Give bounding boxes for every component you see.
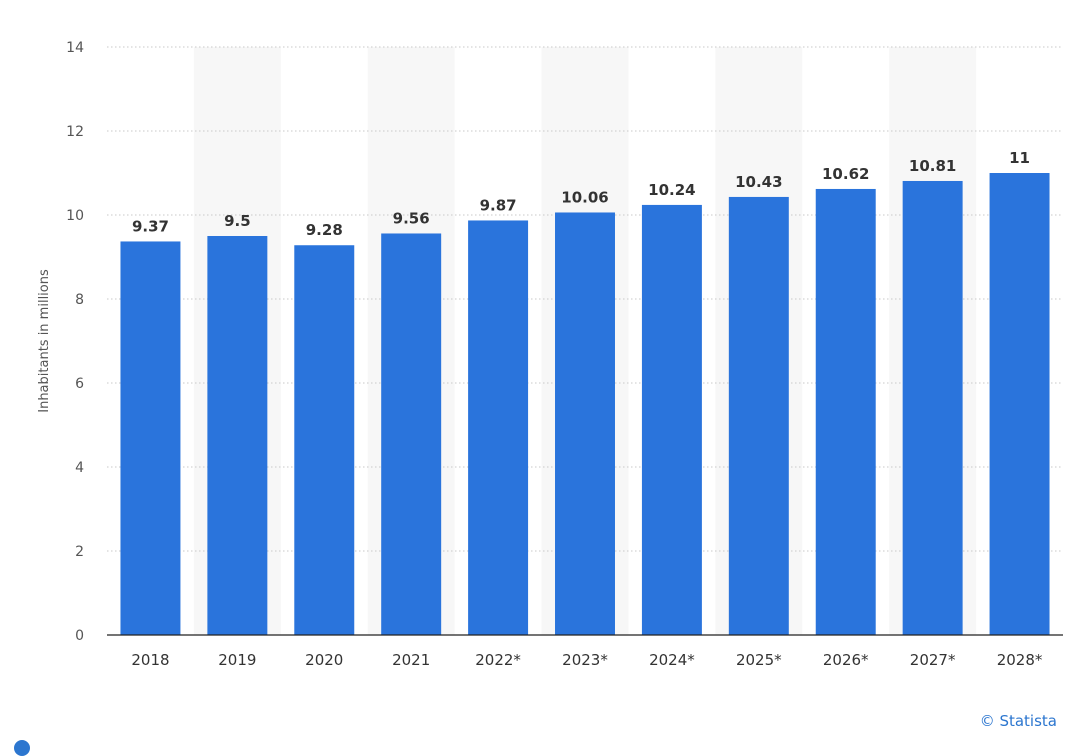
data-label-2019: 9.5 [224,212,251,230]
data-label-2025*: 10.43 [735,173,782,191]
bar-2028*[interactable] [989,173,1050,635]
bar-2023*[interactable] [555,212,615,636]
x-tick-label-2027*: 2027* [910,651,956,669]
bar-2026*[interactable] [815,188,876,635]
data-label-2024*: 10.24 [648,181,695,199]
x-tick-label-2023*: 2023* [562,651,608,669]
bar-2018[interactable] [120,241,181,635]
bar-2021[interactable] [381,233,442,636]
y-axis-title: Inhabitants in millions [37,269,52,413]
x-tick-label-2021: 2021 [392,651,430,669]
statista-credit[interactable]: © Statista [979,712,1057,730]
data-label-2022*: 9.87 [480,196,517,214]
x-axis-ticks: 2018 2019 2020 2021 2022* 2023* 2024* 2025* 2026… [131,651,1043,669]
y-tick-label: 12 [66,124,84,140]
x-tick-label-2026*: 2026* [823,651,869,669]
bar-2025*[interactable] [728,196,789,635]
data-label-2026*: 10.62 [822,165,869,183]
x-tick-label-2022*: 2022* [475,651,521,669]
y-tick-label: 4 [75,460,84,476]
info-icon[interactable] [14,740,30,756]
bar-2020[interactable] [294,245,355,636]
data-label-2018: 9.37 [132,217,169,235]
bar-2022*[interactable] [468,220,529,635]
x-tick-label-2028*: 2028* [997,651,1043,669]
y-tick-label: 8 [75,292,84,308]
x-tick-label-2020: 2020 [305,651,343,669]
y-tick-label: 2 [75,544,84,560]
x-tick-label-2019: 2019 [218,651,256,669]
x-tick-label-2024*: 2024* [649,651,695,669]
data-label-2027*: 10.81 [909,157,956,175]
data-labels: 9.37 9.5 9.28 9.56 9.87 10.06 10.24 10.43 10.62 1… [132,149,1030,239]
x-tick-label-2018: 2018 [131,651,169,669]
y-axis-ticks: 0 2 4 6 8 10 12 14 [66,40,84,644]
data-label-2021: 9.56 [393,209,430,227]
bar-2019[interactable] [207,236,268,635]
y-tick-label: 6 [75,376,84,392]
data-label-2028*: 11 [1009,149,1030,167]
data-label-2023*: 10.06 [561,188,608,206]
y-tick-label: 0 [75,628,84,644]
bars [120,173,1050,636]
y-tick-label: 14 [66,40,84,56]
y-tick-label: 10 [66,208,84,224]
bar-2024*[interactable] [641,204,702,636]
bar-2027*[interactable] [902,180,963,636]
x-tick-label-2025*: 2025* [736,651,782,669]
data-label-2020: 9.28 [306,221,343,239]
